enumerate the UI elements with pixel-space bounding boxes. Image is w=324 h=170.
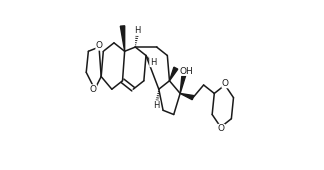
- Polygon shape: [180, 94, 194, 100]
- Text: O: O: [89, 85, 97, 94]
- Polygon shape: [180, 72, 187, 94]
- Text: OH: OH: [179, 66, 193, 75]
- Text: H: H: [154, 101, 160, 110]
- Text: O: O: [222, 79, 229, 88]
- Polygon shape: [120, 26, 125, 51]
- Text: H: H: [150, 58, 156, 67]
- Text: O: O: [96, 41, 103, 50]
- Polygon shape: [169, 67, 178, 81]
- Text: H: H: [134, 26, 141, 35]
- Text: O: O: [218, 124, 225, 133]
